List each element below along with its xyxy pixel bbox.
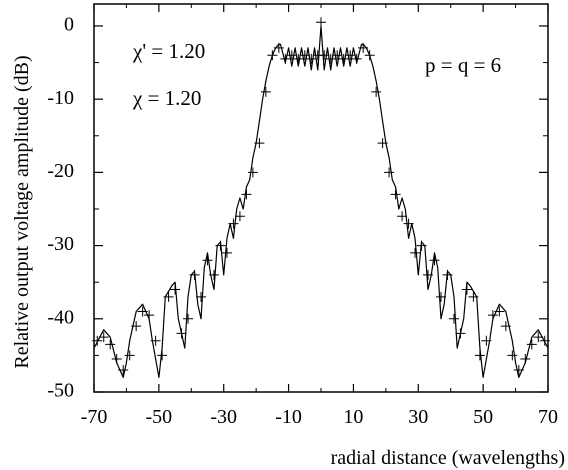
annotation-pq: p = q = 6 xyxy=(425,53,501,77)
data-point-marker xyxy=(325,53,336,64)
y-tick-label: 0 xyxy=(64,14,74,36)
x-tick-label: -50 xyxy=(146,406,173,428)
data-point-marker xyxy=(351,53,362,64)
data-point-marker xyxy=(364,50,375,61)
series-line-0 xyxy=(93,25,549,378)
ticks-layer xyxy=(93,4,549,393)
x-tick-label: 70 xyxy=(538,406,558,428)
y-tick-label: -10 xyxy=(47,87,74,109)
data-point-marker xyxy=(397,211,408,222)
data-point-marker xyxy=(306,53,317,64)
data-point-marker xyxy=(481,335,492,346)
data-point-marker xyxy=(170,284,181,295)
labels-layer: -70 -50 -30 -10 10 30 50 70 0 -10 -20 -30 -40 -50 xyxy=(47,14,558,428)
x-tick-label: -70 xyxy=(81,406,108,428)
data-point-marker xyxy=(92,335,103,346)
data-point-marker xyxy=(442,269,453,280)
y-tick-label: -50 xyxy=(47,380,74,402)
data-point-marker xyxy=(377,138,388,149)
data-point-marker xyxy=(260,86,271,97)
data-point-marker xyxy=(455,328,466,339)
data-point-marker xyxy=(487,310,498,321)
data-point-marker xyxy=(332,50,343,61)
y-axis-label: Relative output voltage amplitude (dB) xyxy=(11,55,33,368)
y-tick-label: -30 xyxy=(47,233,74,255)
data-point-marker xyxy=(423,269,434,280)
x-tick-label: 10 xyxy=(343,406,363,428)
data-point-marker xyxy=(137,306,148,317)
data-point-marker xyxy=(316,17,326,28)
data-point-marker xyxy=(208,269,219,280)
data-point-marker xyxy=(157,350,168,361)
y-tick-label: -20 xyxy=(47,160,74,182)
data-point-marker xyxy=(150,335,161,346)
x-tick-label: 30 xyxy=(408,406,428,428)
data-point-marker xyxy=(435,291,446,302)
data-point-marker xyxy=(520,354,531,365)
data-point-marker xyxy=(319,50,330,61)
x-tick-label: 50 xyxy=(473,406,493,428)
data-point-marker xyxy=(267,50,278,61)
data-point-marker xyxy=(338,53,349,64)
data-point-marker xyxy=(299,50,310,61)
data-point-marker xyxy=(539,335,550,346)
data-point-marker xyxy=(384,167,395,178)
data-point-marker xyxy=(533,332,544,343)
data-point-marker xyxy=(448,313,459,324)
data-point-marker xyxy=(358,42,369,53)
data-point-marker xyxy=(183,313,194,324)
data-point-marker xyxy=(513,365,524,376)
x-tick-label: -10 xyxy=(275,406,302,428)
data-point-marker xyxy=(403,218,414,229)
y-tick-label: -40 xyxy=(47,306,74,328)
data-point-marker xyxy=(228,218,239,229)
data-point-marker xyxy=(234,211,245,222)
data-point-marker xyxy=(526,339,537,350)
data-point-marker xyxy=(474,350,485,361)
data-point-marker xyxy=(468,291,479,302)
data-point-marker xyxy=(221,247,232,258)
data-point-marker xyxy=(118,365,129,376)
data-point-marker xyxy=(280,53,291,64)
data-point-marker xyxy=(189,269,200,280)
data-point-marker xyxy=(196,291,207,302)
data-point-marker xyxy=(254,138,265,149)
data-point-marker xyxy=(111,354,122,365)
data-point-marker xyxy=(176,328,187,339)
data-point-marker xyxy=(345,50,356,61)
data-point-marker xyxy=(273,42,284,53)
data-point-marker xyxy=(98,332,109,343)
data-point-marker xyxy=(500,321,511,332)
data-point-marker xyxy=(429,255,440,266)
data-point-marker xyxy=(494,306,505,317)
data-point-marker xyxy=(202,255,213,266)
data-point-marker xyxy=(416,240,427,251)
data-point-marker xyxy=(371,86,382,97)
annotation-chi: χ = 1.20 xyxy=(132,86,201,110)
annotation-layer: χ' = 1.20 χ = 1.20 p = q = 6 xyxy=(132,39,501,110)
data-point-marker xyxy=(163,291,174,302)
x-tick-label: -30 xyxy=(210,406,237,428)
series-layer xyxy=(92,17,550,378)
data-point-marker xyxy=(105,339,116,350)
data-point-marker xyxy=(507,350,518,361)
data-point-marker xyxy=(131,321,142,332)
x-axis-label: radial distance (wavelengths) xyxy=(331,447,565,469)
data-point-marker xyxy=(293,53,304,64)
data-point-marker xyxy=(461,284,472,295)
data-point-marker xyxy=(124,350,135,361)
data-point-marker xyxy=(410,247,421,258)
data-point-marker xyxy=(144,310,155,321)
annotation-chi-prime: χ' = 1.20 xyxy=(132,39,205,63)
data-point-marker xyxy=(390,189,401,200)
data-point-marker xyxy=(247,167,258,178)
data-point-marker xyxy=(215,240,226,251)
data-point-marker xyxy=(241,189,252,200)
data-point-marker xyxy=(286,50,297,61)
